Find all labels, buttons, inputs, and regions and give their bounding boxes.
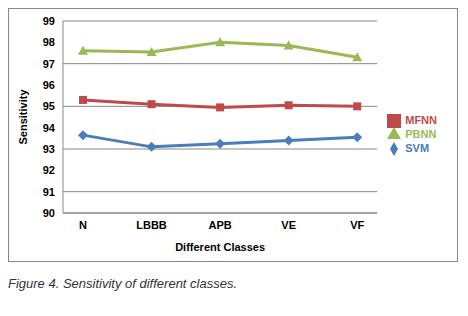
svg-text:N: N — [79, 219, 87, 231]
svg-text:96: 96 — [43, 79, 55, 91]
svg-text:Different Classes: Different Classes — [175, 241, 265, 253]
svg-text:92: 92 — [43, 164, 55, 176]
html-text:PBNN: PBNN — [405, 128, 437, 140]
svg-text:94: 94 — [43, 122, 56, 134]
html-text:Figure 4. Sensitivity of diffe: Figure 4. Sensitivity of different class… — [8, 276, 237, 291]
svg-text:99: 99 — [43, 15, 55, 27]
svg-text:VE: VE — [281, 219, 296, 231]
svg-text:91: 91 — [43, 186, 55, 198]
svg-text:VF: VF — [350, 219, 364, 231]
svg-text:98: 98 — [43, 36, 55, 48]
svg-text:97: 97 — [43, 58, 55, 70]
svg-text:90: 90 — [43, 207, 55, 219]
svg-text:95: 95 — [43, 100, 55, 112]
svg-text:93: 93 — [43, 143, 55, 155]
svg-text:LBBB: LBBB — [136, 219, 167, 231]
svg-text:APB: APB — [208, 219, 231, 231]
html-text:SVM: SVM — [405, 142, 430, 154]
html-text:MFNN: MFNN — [405, 113, 437, 126]
svg-text:Sensitivity: Sensitivity — [17, 89, 29, 145]
